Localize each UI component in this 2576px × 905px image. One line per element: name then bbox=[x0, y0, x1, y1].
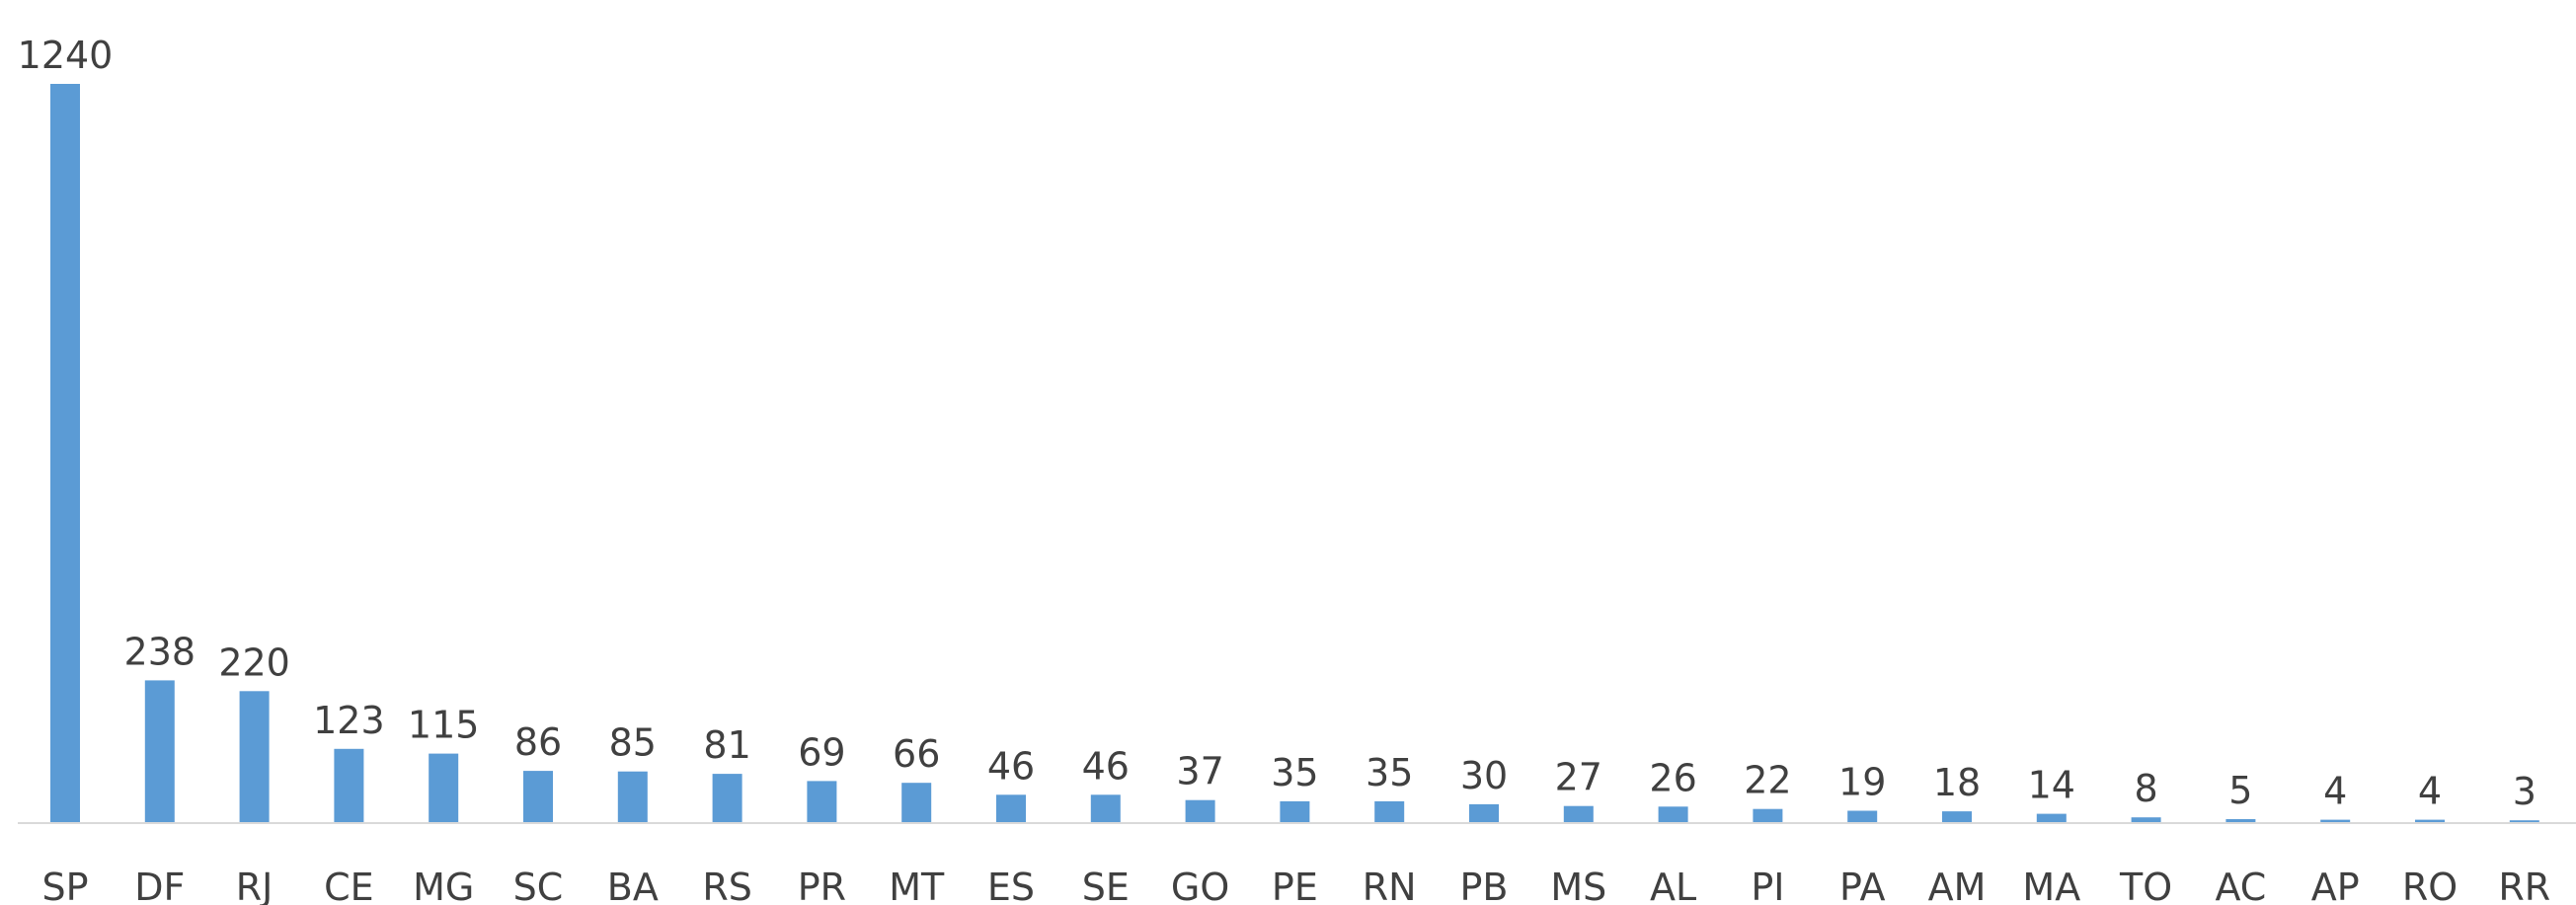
x-tick-label-rs: RS bbox=[702, 866, 752, 905]
bar-ba bbox=[617, 771, 648, 822]
x-tick-label-df: DF bbox=[134, 866, 185, 905]
x-tick-label-rj: RJ bbox=[236, 866, 273, 905]
x-tick-label-ma: MA bbox=[2022, 866, 2080, 905]
x-tick-label-pa: PA bbox=[1839, 866, 1885, 905]
x-tick-label-al: AL bbox=[1650, 866, 1696, 905]
x-tick-label-ap: AP bbox=[2311, 866, 2360, 905]
value-label-pa: 19 bbox=[1838, 761, 1886, 804]
bar-mt bbox=[901, 783, 932, 822]
value-label-sp: 1240 bbox=[18, 34, 114, 77]
x-tick-label-mg: MG bbox=[413, 866, 474, 905]
x-tick-label-go: GO bbox=[1171, 866, 1229, 905]
value-label-ms: 27 bbox=[1555, 756, 1602, 799]
bar-rn bbox=[1374, 800, 1405, 822]
x-tick-label-mt: MT bbox=[889, 866, 945, 905]
bar-al bbox=[1658, 806, 1688, 822]
bar-sc bbox=[523, 771, 553, 822]
bar-rr bbox=[2509, 820, 2539, 822]
x-tick-label-ba: BA bbox=[607, 866, 659, 905]
value-label-am: 18 bbox=[1933, 761, 1981, 804]
bar-pb bbox=[1469, 803, 1499, 822]
value-label-rn: 35 bbox=[1366, 751, 1413, 794]
x-tick-label-pe: PE bbox=[1272, 866, 1318, 905]
value-label-pr: 69 bbox=[798, 730, 845, 774]
bar-mg bbox=[429, 753, 459, 822]
bar-se bbox=[1090, 794, 1121, 822]
value-label-ba: 85 bbox=[609, 721, 657, 765]
bar-pe bbox=[1280, 800, 1310, 822]
x-tick-label-se: SE bbox=[1082, 866, 1130, 905]
bar-es bbox=[996, 794, 1026, 822]
value-label-ce: 123 bbox=[313, 699, 385, 742]
bar-ce bbox=[334, 748, 364, 822]
value-label-ac: 5 bbox=[2228, 769, 2252, 812]
x-tick-label-rr: RR bbox=[2498, 866, 2550, 905]
value-label-rj: 220 bbox=[218, 641, 290, 684]
x-tick-label-am: AM bbox=[1928, 866, 1987, 905]
bar-ac bbox=[2225, 819, 2256, 822]
value-label-ro: 4 bbox=[2418, 770, 2442, 813]
x-tick-label-rn: RN bbox=[1363, 866, 1417, 905]
bar-rj bbox=[239, 691, 270, 822]
x-tick-label-sp: SP bbox=[41, 866, 88, 905]
value-label-pe: 35 bbox=[1271, 751, 1318, 794]
bar-ro bbox=[2415, 819, 2445, 822]
bar-sp bbox=[50, 84, 80, 822]
bar-ap bbox=[2320, 819, 2351, 822]
x-tick-label-sc: SC bbox=[513, 866, 564, 905]
x-tick-labels-layer: SP DF RJ CE MG SC BA RS PR MT ES SE GO PE RN PB MS AL PI PA… bbox=[41, 866, 2550, 905]
x-tick-label-ms: MS bbox=[1550, 866, 1606, 905]
value-label-rs: 81 bbox=[703, 723, 750, 767]
value-label-df: 238 bbox=[124, 630, 196, 673]
value-label-sc: 86 bbox=[514, 720, 562, 764]
bar-rs bbox=[712, 774, 742, 822]
bar-ma bbox=[2036, 813, 2067, 822]
value-label-ma: 14 bbox=[2028, 764, 2075, 807]
value-label-se: 46 bbox=[1082, 744, 1130, 788]
value-label-go: 37 bbox=[1176, 750, 1223, 793]
bar-am bbox=[1942, 811, 1972, 822]
x-tick-label-es: ES bbox=[987, 866, 1035, 905]
value-label-rr: 3 bbox=[2513, 770, 2537, 813]
bar-pi bbox=[1753, 808, 1783, 822]
value-label-to: 8 bbox=[2135, 767, 2158, 810]
bar-go bbox=[1185, 799, 1215, 822]
bars-layer bbox=[50, 84, 2539, 822]
bar-pa bbox=[1847, 810, 1878, 822]
x-tick-label-to: TO bbox=[2119, 866, 2172, 905]
bar-pr bbox=[807, 781, 837, 822]
x-tick-label-pi: PI bbox=[1751, 866, 1784, 905]
value-label-al: 26 bbox=[1649, 756, 1696, 799]
value-label-mt: 66 bbox=[893, 732, 940, 776]
bar-to bbox=[2131, 817, 2161, 822]
value-label-pi: 22 bbox=[1744, 759, 1791, 802]
x-tick-label-pr: PR bbox=[798, 866, 846, 905]
x-tick-label-ro: RO bbox=[2402, 866, 2458, 905]
x-tick-label-pb: PB bbox=[1460, 866, 1509, 905]
value-label-es: 46 bbox=[987, 744, 1035, 788]
x-tick-label-ac: AC bbox=[2215, 866, 2266, 905]
value-label-mg: 115 bbox=[408, 704, 480, 747]
x-tick-label-ce: CE bbox=[324, 866, 374, 905]
bar-df bbox=[144, 680, 175, 822]
value-label-pb: 30 bbox=[1460, 754, 1508, 797]
bar-ms bbox=[1563, 805, 1594, 822]
value-label-ap: 4 bbox=[2323, 770, 2347, 813]
